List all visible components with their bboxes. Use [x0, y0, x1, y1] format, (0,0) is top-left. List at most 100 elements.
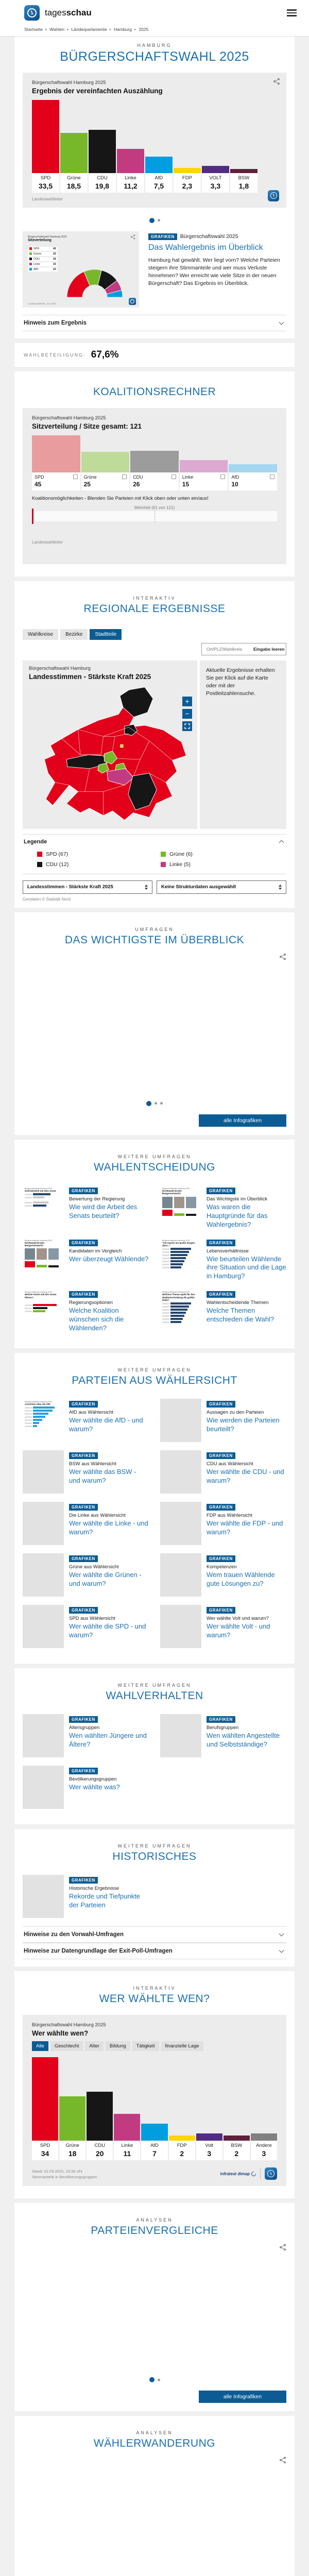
teaser-thumbnail[interactable]	[23, 1450, 64, 1494]
bar-column[interactable]: FDP 2	[168, 2057, 195, 2161]
hamburg-map[interactable]	[33, 686, 187, 824]
zoom-out-button[interactable]: −	[182, 708, 192, 719]
carousel-dot[interactable]	[146, 1100, 151, 1106]
accordion-hint[interactable]: Hinweise zur Datengrundlage der Exit-Pol…	[23, 1943, 286, 1960]
teaser-title[interactable]: Wer wählte die CDU - und warum?	[207, 1467, 284, 1484]
teaser-thumbnail[interactable]: Bürgerschaftswahl Hamburg 2025 Direktwahl…	[160, 1185, 201, 1229]
teaser-item[interactable]: GRAFIKEN Wer wählte Volt und warum? Wer wä…	[160, 1604, 286, 1648]
alle-infografiken-button[interactable]: alle Infografiken	[199, 2391, 286, 2403]
map-tab-stadtteile[interactable]: Stadtteile	[90, 629, 122, 640]
breadcrumb-item[interactable]: Hamburg	[113, 27, 132, 32]
party-checkbox[interactable]	[220, 474, 226, 480]
teaser-thumbnail[interactable]	[23, 1553, 64, 1597]
bar-column[interactable]: SPD 34	[32, 2057, 59, 2161]
teaser-item[interactable]: GRAFIKEN Kompetenzen Wem trauen Wählende g…	[160, 1553, 286, 1597]
party-checkbox[interactable]	[269, 474, 274, 480]
breadcrumb-item[interactable]: Länderparlamente	[71, 27, 107, 32]
filter-tab-geschlecht[interactable]: Geschlecht	[50, 2041, 83, 2052]
teaser-title[interactable]: Wer wählte das BSW - und warum?	[69, 1467, 136, 1484]
teaser-item[interactable]: GRAFIKEN Historische Ergebnisse Rekorde un…	[23, 1875, 149, 1919]
teaser-item[interactable]: Bürgerschaftswahl Hamburg 2025 Welches Th…	[160, 1289, 286, 1333]
teaser-thumbnail[interactable]: Bürgerschaftswahl Hamburg 2025 Welche Par…	[23, 1289, 64, 1333]
bar-column[interactable]: AfD 10	[229, 435, 277, 490]
bar-column[interactable]: AfD 7,5	[145, 100, 173, 193]
bar-column[interactable]: Volt 3	[196, 2057, 222, 2161]
seat-distribution-thumb[interactable]: Bürgerschaftswahl Hamburg 2025 Sitzverte…	[23, 231, 139, 308]
teaser-thumbnail[interactable]	[160, 1714, 201, 1758]
bar-column[interactable]: Linke 11,2	[116, 100, 144, 193]
teaser-title[interactable]: Welche Koalition wünschen sich die Wähle…	[69, 1307, 124, 1332]
map-metric-select[interactable]: Landesstimmen - Stärkste Kraft 2025	[23, 880, 152, 894]
teaser-thumbnail[interactable]	[23, 1501, 64, 1545]
party-checkbox[interactable]	[171, 474, 176, 480]
teaser-thumbnail[interactable]: Bürgerschaftswahl Hamburg 2025 Ansichten …	[23, 1398, 64, 1442]
bar-column[interactable]: FDP 2,3	[173, 100, 201, 193]
filter-tab-bildung[interactable]: Bildung	[105, 2041, 130, 2052]
teaser-title[interactable]: Wer wählte Volt - und warum?	[207, 1622, 270, 1639]
bar-column[interactable]: AfD 7	[141, 2057, 168, 2161]
teaser-thumbnail[interactable]	[23, 1714, 64, 1758]
teaser-title[interactable]: Wie beurteilen Wählende ihre Situation u…	[207, 1255, 286, 1280]
bar-column[interactable]: SPD 45	[32, 435, 80, 490]
party-checkbox[interactable]	[73, 474, 78, 480]
bar-column[interactable]: CDU 20	[87, 2057, 113, 2161]
teaser-item[interactable]: Bürgerschaftswahl Hamburg 2025 Direktwahl…	[23, 1237, 149, 1281]
share-icon[interactable]	[279, 953, 286, 962]
accordion-hint[interactable]: Hinweise zu den Vorwahl-Umfragen	[23, 1926, 286, 1943]
bar-column[interactable]: CDU 26	[130, 435, 179, 490]
teaser-item[interactable]: GRAFIKEN BSW aus Wählersicht Wer wählte da…	[23, 1450, 149, 1494]
teaser-title[interactable]: Welche Themen entschieden die Wahl?	[207, 1307, 274, 1324]
breadcrumb-item[interactable]: Wahlen	[49, 27, 64, 32]
teaser-thumbnail[interactable]: Bürgerschaftswahl Hamburg 2025 Welches Th…	[160, 1289, 201, 1333]
bar-column[interactable]: Linke 11	[114, 2057, 141, 2161]
menu-icon[interactable]	[285, 7, 299, 19]
teaser-thumbnail[interactable]	[23, 1875, 64, 1919]
teaser-title[interactable]: Das Wahlergebnis im Überblick	[148, 243, 263, 252]
bar-column[interactable]: Grüne 18	[59, 2057, 86, 2161]
filter-tab-tätigkeit[interactable]: Tätigkeit	[132, 2041, 159, 2052]
accordion-hinweis-ergebnis[interactable]: Hinweis zum Ergebnis	[23, 314, 286, 331]
teaser-title[interactable]: Wem trauen Wählende gute Lösungen zu?	[207, 1570, 275, 1587]
teaser-item[interactable]: GRAFIKEN SPD aus Wählersicht Wer wählte di…	[23, 1604, 149, 1648]
bar-column[interactable]: BSW 2	[223, 2057, 250, 2161]
teaser-item[interactable]: Bürgerschaftswahl Hamburg 2025 Ansichten …	[23, 1398, 149, 1442]
bar-column[interactable]: Linke 15	[179, 435, 228, 490]
teaser-thumbnail[interactable]: Bürgerschaftswahl Hamburg 2025 Zufriedenh…	[23, 1185, 64, 1229]
bar-column[interactable]: CDU 19,8	[88, 100, 116, 193]
teaser-item[interactable]: Bürgerschaftswahl Hamburg 2025 Welche Par…	[23, 1289, 149, 1333]
teaser-thumbnail[interactable]	[160, 1501, 201, 1545]
breadcrumb-item[interactable]: Startseite	[24, 27, 43, 32]
share-icon[interactable]	[279, 2457, 286, 2466]
teaser-title[interactable]: Wer wählte die AfD - und warum?	[69, 1416, 143, 1433]
teaser-thumbnail[interactable]	[23, 1766, 64, 1809]
teaser-title[interactable]: Wen wählten Jüngere und Ältere?	[69, 1732, 147, 1748]
map-search-input[interactable]	[205, 646, 249, 652]
bar-column[interactable]: Grüne 18,5	[60, 100, 88, 193]
bar-column[interactable]: Andere 3	[250, 2057, 277, 2161]
carousel-dot[interactable]	[157, 2378, 160, 2381]
teaser-item[interactable]: GRAFIKEN Die Linke aus Wählersicht Wer wäh…	[23, 1501, 149, 1545]
share-icon[interactable]	[130, 234, 135, 241]
filter-tab-alle[interactable]: Alle	[32, 2041, 48, 2052]
teaser-item[interactable]: GRAFIKEN Berufsgruppen Wen wählten Angeste…	[160, 1714, 286, 1758]
bar-column[interactable]: SPD 33,5	[32, 99, 59, 193]
carousel-dot[interactable]	[149, 2377, 154, 2383]
teaser-title[interactable]: Wer wählte die Linke - und warum?	[69, 1519, 148, 1536]
teaser-title[interactable]: Rekorde und Tiefpunkte der Parteien	[69, 1892, 141, 1909]
carousel-dot[interactable]	[154, 1102, 157, 1105]
teaser-item[interactable]: GRAFIKEN Grüne aus Wählersicht Wer wählte …	[23, 1553, 149, 1597]
overview-teaser[interactable]: Bürgerschaftswahl Hamburg 2025 Sitzverte…	[23, 231, 286, 308]
teaser-title[interactable]: Wer wählte die SPD - und warum?	[69, 1622, 146, 1639]
party-checkbox[interactable]	[122, 474, 127, 480]
teaser-item[interactable]: Bürgerschaftswahl Hamburg 2025 Direktwahl…	[160, 1185, 286, 1229]
share-icon[interactable]	[273, 78, 280, 88]
teaser-thumbnail[interactable]: Bürgerschaftswahl Hamburg 2025 Direktwahl…	[23, 1237, 64, 1281]
teaser-title[interactable]: Wie werden die Parteien beurteilt?	[207, 1416, 280, 1433]
carousel-dot[interactable]	[149, 217, 154, 223]
brand-title[interactable]: tagesschau	[45, 8, 92, 18]
teaser-title[interactable]: Wer wählte die Grünen - und warum?	[69, 1570, 142, 1587]
teaser-item[interactable]: GRAFIKEN CDU aus Wählersicht Wer wählte di…	[160, 1450, 286, 1494]
teaser-title[interactable]: Wer wählte was?	[69, 1783, 120, 1791]
teaser-thumbnail[interactable]	[23, 1604, 64, 1648]
teaser-thumbnail[interactable]	[160, 1604, 201, 1648]
